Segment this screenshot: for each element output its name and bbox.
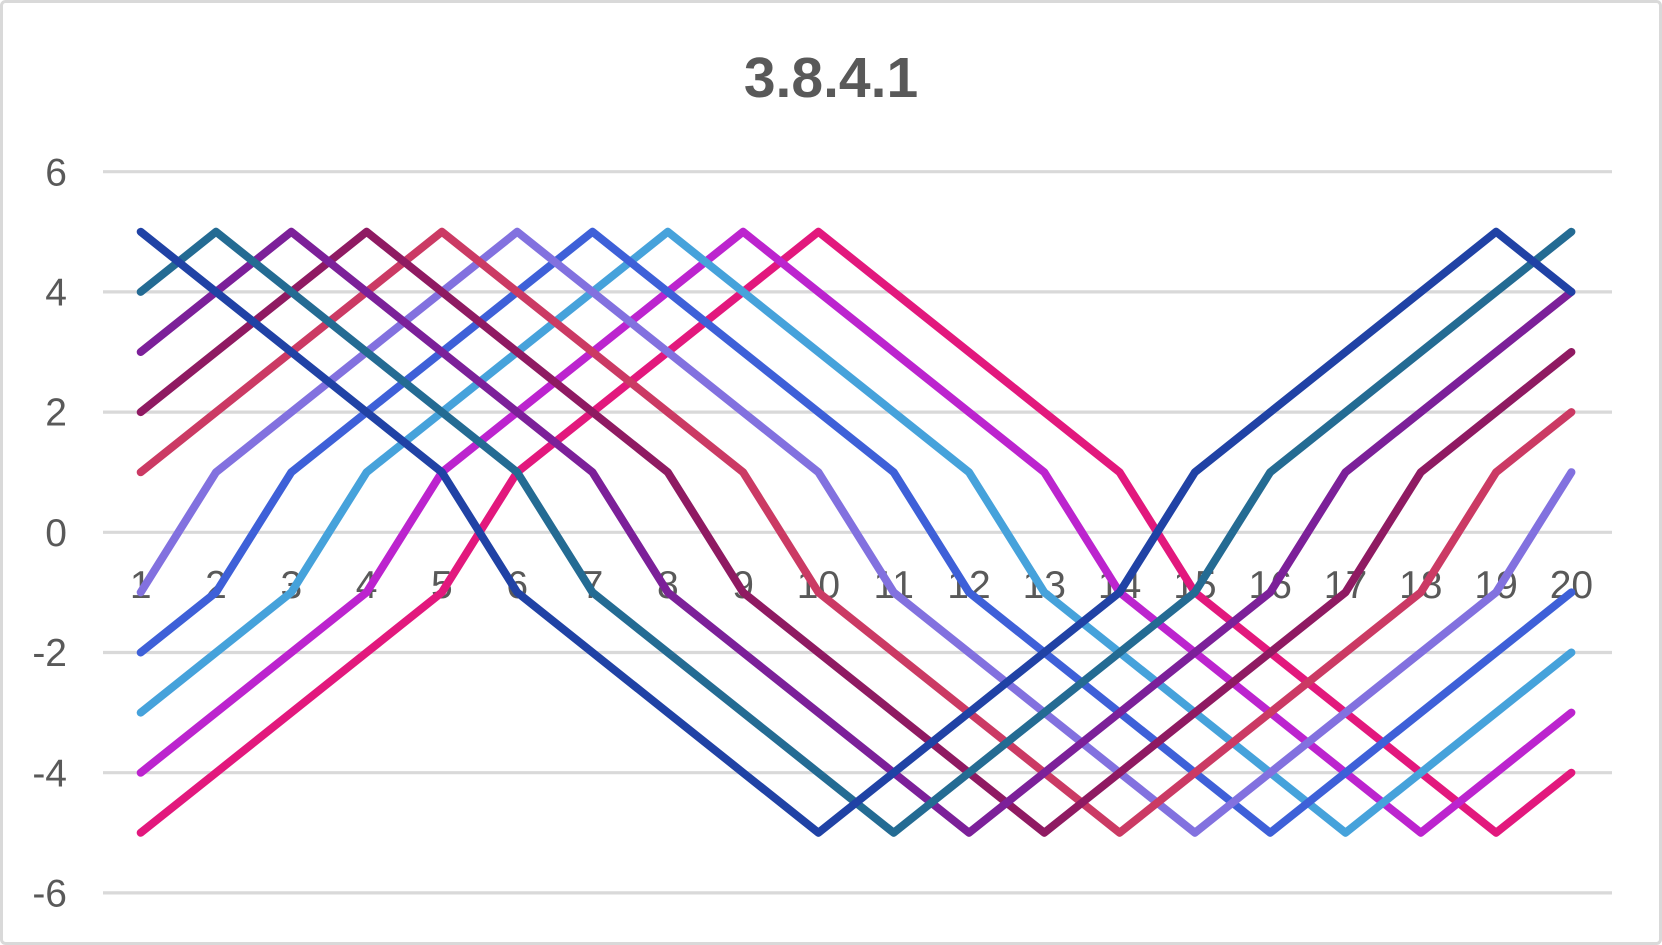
svg-text:-4: -4 — [32, 752, 67, 795]
svg-text:0: 0 — [45, 512, 67, 555]
svg-text:4: 4 — [45, 272, 67, 315]
svg-text:2: 2 — [45, 392, 67, 435]
svg-text:-6: -6 — [32, 873, 67, 916]
svg-text:6: 6 — [45, 151, 67, 194]
svg-text:-2: -2 — [32, 632, 67, 675]
svg-text:3.8.4.1: 3.8.4.1 — [744, 46, 918, 110]
